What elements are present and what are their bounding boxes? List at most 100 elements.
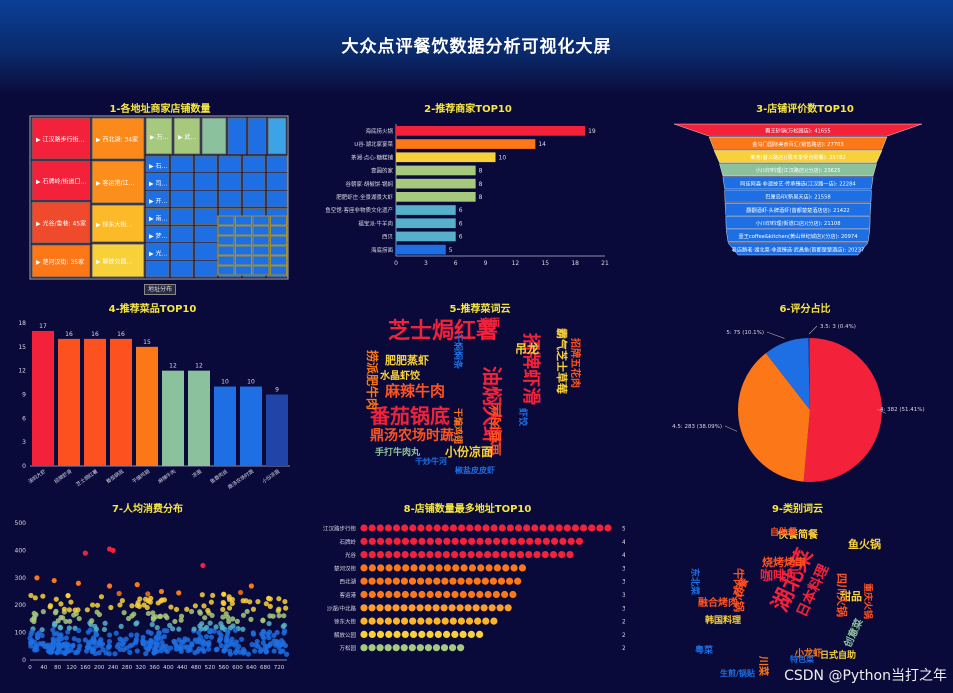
treemap-cell (242, 190, 266, 208)
pictorial-symbol (566, 551, 574, 559)
scatter-point (32, 639, 38, 645)
treemap-cell (91, 204, 145, 243)
scatter-point (112, 651, 118, 657)
pictorial-symbol (481, 577, 489, 585)
pictorial-symbol (408, 644, 416, 652)
scatter-point (106, 651, 112, 657)
x-tick-label: 200 (94, 665, 105, 671)
y-tick-label: 万松园 (339, 644, 356, 652)
treemap-cell (247, 117, 267, 155)
word: 韩国料理 (705, 614, 741, 626)
treemap-cell (252, 215, 270, 226)
x-tick-label: 600 (232, 665, 243, 671)
pictorial-symbol (408, 577, 417, 585)
treemap-cell (270, 265, 287, 276)
x-tick-label: 480 (191, 665, 202, 671)
treemap-cell (145, 225, 170, 243)
treemap-cell (170, 243, 194, 260)
word: 重庆火锅 (862, 583, 874, 619)
scatter-point (203, 624, 210, 631)
treemap-cell (170, 155, 194, 173)
scatter-point (281, 630, 287, 636)
pictorial-symbol (360, 617, 368, 625)
scatter-point (266, 595, 272, 601)
pictorial-symbol (472, 604, 480, 612)
data-label: 12 (169, 363, 177, 370)
scatter-point (68, 599, 74, 605)
treemap-breadcrumb-button[interactable]: 地址分布 (144, 284, 177, 295)
y-tick-label: 海底捞火锅 (365, 127, 393, 135)
word: 快餐简餐 (777, 528, 819, 541)
pictorial-symbol (427, 564, 435, 572)
data-label: 32 (622, 605, 625, 612)
pictorial-symbol (434, 590, 443, 599)
scatter-point (189, 641, 195, 647)
scatter-point (134, 632, 140, 638)
panel-rating-pie: 6-评分占比 4: 382 (51.41%) 4.5: 283 (38.09%) 5… (660, 298, 950, 488)
funnel-segment (719, 163, 877, 177)
pictorial-symbol (542, 537, 550, 545)
pictorial-symbol (459, 551, 467, 559)
bar (214, 386, 236, 466)
y-tick-label: 徐东大街 (334, 618, 357, 626)
scatter-point (75, 649, 81, 655)
treemap-cell (170, 225, 194, 243)
scatter-point (66, 607, 72, 613)
scatter-point (260, 640, 266, 646)
scatter-point (199, 592, 205, 598)
scatter-point (51, 577, 57, 584)
pictorial-symbol (368, 630, 376, 638)
y-tick-label: 鱼空馆·客座非物质文化遗产 (325, 206, 393, 214)
pictorial-symbol (514, 524, 523, 532)
x-tick-label: 720 (274, 665, 285, 671)
pictorial-symbol (368, 577, 376, 585)
scatter-point (191, 626, 197, 632)
scatter-point (223, 643, 229, 649)
word: 川菜 (757, 655, 770, 677)
scatter-point (158, 588, 165, 595)
pie-slice (808, 338, 810, 410)
x-tick-label: 520 (205, 665, 216, 671)
pictorial-symbol (392, 604, 400, 612)
x-tick-label: 凉面 (191, 468, 203, 479)
y-tick-label: 肥肥虾庄·全景湖景大虾 (336, 193, 393, 201)
scatter-point (282, 598, 288, 605)
x-tick-label: 120 (66, 665, 77, 671)
scatter-point (219, 624, 225, 630)
scatter-point (107, 632, 113, 638)
address-pictorial-chart: 江汉路步行街 53 石牌岭 47 光谷 45 楚河汉街 35 西北湖 34 客运港 33 沙湖/中北路 3… (323, 524, 625, 652)
x-tick-label: 小份凉面 (261, 468, 281, 485)
bar (396, 192, 476, 202)
treemap-chart: ▶ 江汉路步行街... ▶ 石牌岭/街道口... ▶ 光谷/鲁巷: 45家 ▶ 楚河汉… (29, 115, 289, 280)
scatter-point (275, 639, 281, 645)
treemap-cell (270, 235, 287, 246)
scatter-point (249, 641, 255, 648)
y-tick-label: 100 (15, 630, 27, 637)
scatter-point (240, 598, 246, 604)
pictorial-symbol (533, 551, 541, 559)
pictorial-symbol (402, 564, 410, 572)
scatter-point (213, 624, 219, 630)
pictorial-symbol (418, 590, 426, 599)
pictorial-symbol (451, 537, 459, 545)
treemap-frame (29, 115, 289, 280)
pictorial-symbol (400, 617, 409, 625)
pictorial-symbol (418, 551, 426, 559)
word: 生煎/锅贴 (720, 668, 755, 678)
pictorial-symbol (426, 630, 434, 638)
scatter-point (213, 647, 219, 653)
data-label: 29 (622, 619, 625, 626)
scatter-point (58, 614, 64, 621)
x-tick-label: 80 (54, 665, 61, 671)
pictorial-symbol (496, 604, 504, 612)
x-tick-label: 280 (122, 665, 133, 671)
data-label: 16 (117, 331, 125, 338)
scatter-point (221, 648, 227, 654)
scatter-point (127, 649, 133, 655)
scatter-point (276, 644, 282, 650)
pictorial-symbol (510, 564, 518, 572)
pictorial-symbol (384, 577, 392, 585)
scatter-point (33, 644, 39, 650)
word: 水晶虾饺 (379, 369, 421, 382)
